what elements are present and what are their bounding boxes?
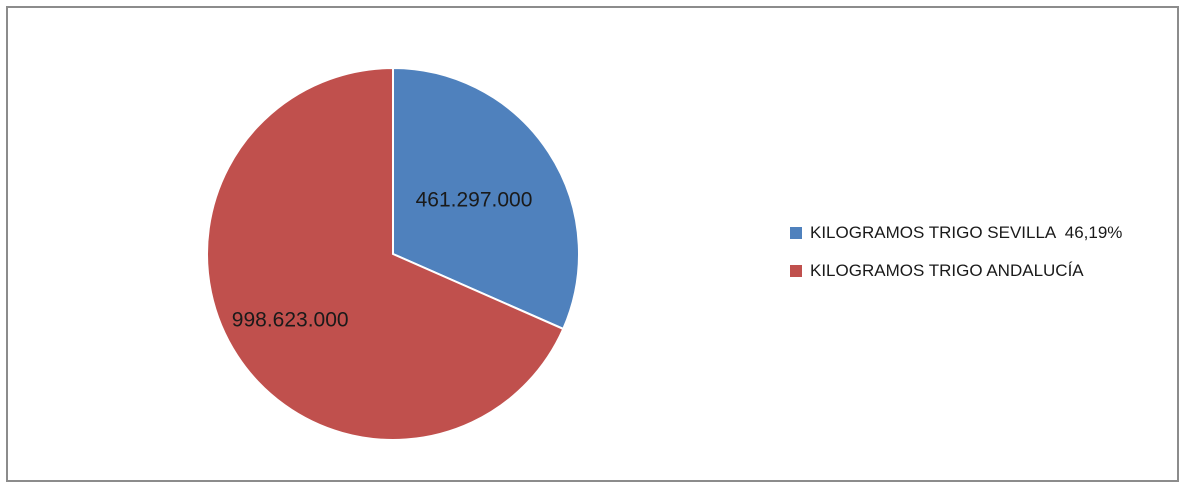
pie-data-labels: 461.297.000 998.623.000 <box>232 189 533 332</box>
legend-swatch-sevilla <box>790 227 802 239</box>
legend-label-andalucia: KILOGRAMOS TRIGO ANDALUCÍA <box>810 261 1084 280</box>
data-label-andalucia: 998.623.000 <box>232 309 349 332</box>
legend-label-sevilla: KILOGRAMOS TRIGO SEVILLA 46,19% <box>810 223 1123 242</box>
pie-slices <box>206 66 580 441</box>
legend-swatch-andalucia <box>790 265 802 277</box>
legend-item-andalucia: KILOGRAMOS TRIGO ANDALUCÍA <box>790 260 1122 282</box>
pie-slice-andalucia <box>206 66 565 441</box>
pie-slice-sevilla <box>392 66 580 331</box>
chart-area <box>6 6 1179 482</box>
legend-item-sevilla: KILOGRAMOS TRIGO SEVILLA 46,19% <box>790 222 1122 244</box>
data-label-sevilla: 461.297.000 <box>416 189 533 212</box>
legend: KILOGRAMOS TRIGO SEVILLA 46,19% KILOGRAM… <box>790 222 1122 298</box>
